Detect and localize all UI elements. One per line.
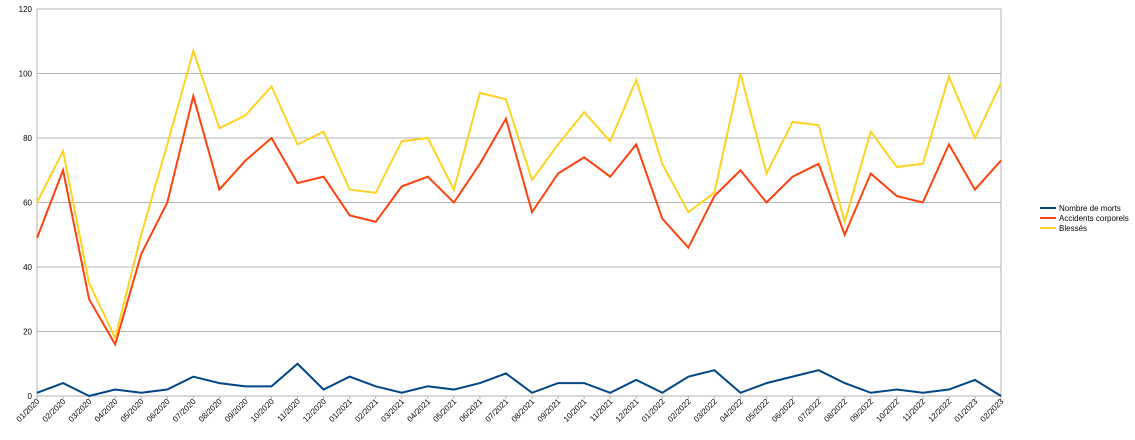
x-tick-label: 08/2022 xyxy=(822,397,849,424)
legend-label-1: Accidents corporels xyxy=(1059,214,1129,223)
x-tick-label: 12/2021 xyxy=(614,397,641,424)
x-tick-label: 12/2020 xyxy=(301,397,328,424)
x-tick-label: 10/2021 xyxy=(562,397,589,424)
x-tick-label: 03/2022 xyxy=(692,397,719,424)
x-tick-label: 11/2022 xyxy=(901,397,928,424)
x-tick-label: 08/2020 xyxy=(197,397,224,424)
y-tick-label: 60 xyxy=(23,199,32,208)
x-tick-label: 11/2020 xyxy=(276,397,303,424)
series-line-0 xyxy=(36,362,1002,398)
x-tick-label: 02/2021 xyxy=(353,397,380,424)
x-tick-label: 06/2022 xyxy=(770,397,797,424)
series-line-2 xyxy=(36,47,1002,341)
x-tick-label: 02/2020 xyxy=(41,397,68,424)
series-lines xyxy=(36,47,1002,398)
x-tick-label: 02/2023 xyxy=(979,397,1006,424)
x-tick-label: 09/2021 xyxy=(536,397,563,424)
x-tick-label: 10/2022 xyxy=(874,397,901,424)
x-tick-label: 04/2020 xyxy=(93,397,120,424)
series-line-1 xyxy=(36,92,1002,347)
x-tick-label: 05/2020 xyxy=(119,397,146,424)
x-tick-label: 12/2022 xyxy=(926,397,953,424)
legend-label-0: Nombre de morts xyxy=(1059,204,1121,213)
legend-label-2: Blessés xyxy=(1059,224,1087,233)
y-tick-label: 100 xyxy=(19,70,33,79)
x-tick-label: 02/2022 xyxy=(666,397,693,424)
x-tick-label: 01/2023 xyxy=(953,397,980,424)
x-tick-label: 03/2020 xyxy=(67,397,94,424)
y-tick-label: 40 xyxy=(23,263,32,272)
y-tick-label: 80 xyxy=(23,134,32,143)
x-tick-label: 05/2022 xyxy=(744,397,771,424)
x-tick-label: 07/2020 xyxy=(171,397,198,424)
x-tick-label: 01/2022 xyxy=(640,397,667,424)
y-tick-label: 20 xyxy=(23,328,32,337)
x-tick-label: 07/2022 xyxy=(796,397,823,424)
gridlines xyxy=(37,8,1001,397)
y-tick-label: 120 xyxy=(19,5,33,14)
x-tick-label: 09/2020 xyxy=(223,397,250,424)
x-tick-label: 11/2021 xyxy=(588,397,615,424)
x-tick-label: 04/2021 xyxy=(405,397,432,424)
x-tick-label: 04/2022 xyxy=(718,397,745,424)
x-tick-label: 08/2021 xyxy=(510,397,537,424)
x-tick-label: 10/2020 xyxy=(249,397,276,424)
x-tick-label: 06/2021 xyxy=(458,397,485,424)
y-tick-label: 0 xyxy=(28,392,33,401)
x-tick-label: 06/2020 xyxy=(145,397,172,424)
x-tick-label: 03/2021 xyxy=(379,397,406,424)
x-tick-label: 05/2021 xyxy=(431,397,458,424)
x-tick-label: 09/2022 xyxy=(848,397,875,424)
x-tick-label: 01/2021 xyxy=(327,397,354,424)
x-tick-label: 07/2021 xyxy=(484,397,511,424)
